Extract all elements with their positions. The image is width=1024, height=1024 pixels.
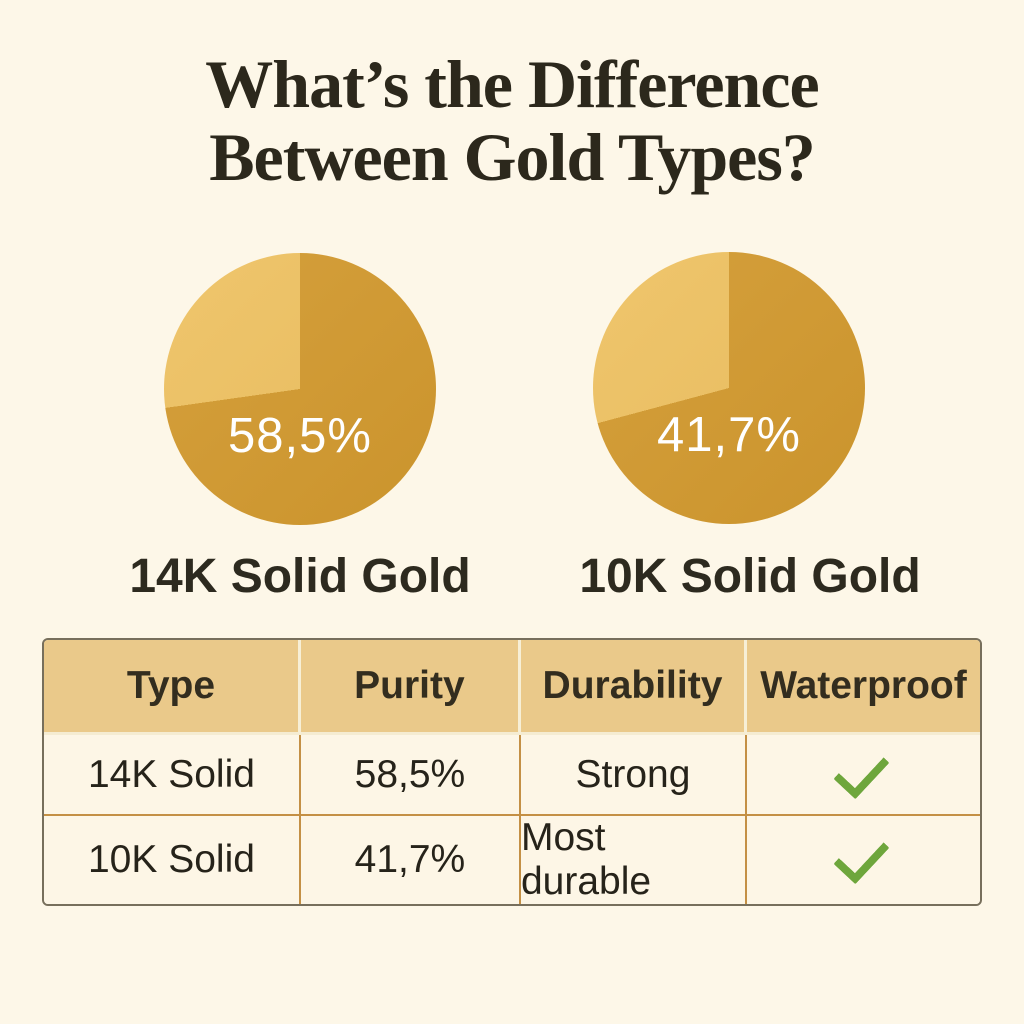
table-header-waterproof: Waterproof [747, 640, 980, 735]
table-cell-purity-14k: 58,5% [300, 735, 521, 814]
table-header-purity: Purity [300, 640, 521, 735]
checkmark-icon [833, 827, 890, 885]
table-cell-waterproof-10k [747, 814, 980, 904]
pie-chart-10k-value-label: 41,7% [657, 408, 801, 463]
table-cell-type-14k: 14K Solid [44, 735, 301, 814]
pie-chart-14k: 58,5% [164, 253, 436, 525]
checkmark-icon [833, 741, 890, 799]
table-cell-durability-10k: Most durable [520, 814, 747, 904]
table-cell-durability-14k: Strong [520, 735, 747, 814]
page-title: What’s the Difference Between Gold Types… [0, 46, 1024, 196]
title-line-1: What’s the Difference [205, 46, 819, 122]
table-header-type: Type [44, 640, 301, 735]
pie-caption-14k: 14K Solid Gold [129, 550, 471, 603]
table-cell-purity-10k: 41,7% [300, 814, 521, 904]
table-cell-type-10k: 10K Solid [44, 814, 301, 904]
title-line-2: Between Gold Types? [209, 119, 816, 196]
comparison-table: Type Purity Durability Waterproof 14K So… [42, 638, 982, 906]
table-cell-waterproof-14k [747, 735, 980, 814]
pie-chart-14k-value-label: 58,5% [228, 409, 372, 464]
pie-chart-10k: 41,7% [593, 252, 865, 524]
pie-caption-10k: 10K Solid Gold [579, 550, 921, 603]
table-header-durability: Durability [520, 640, 747, 735]
